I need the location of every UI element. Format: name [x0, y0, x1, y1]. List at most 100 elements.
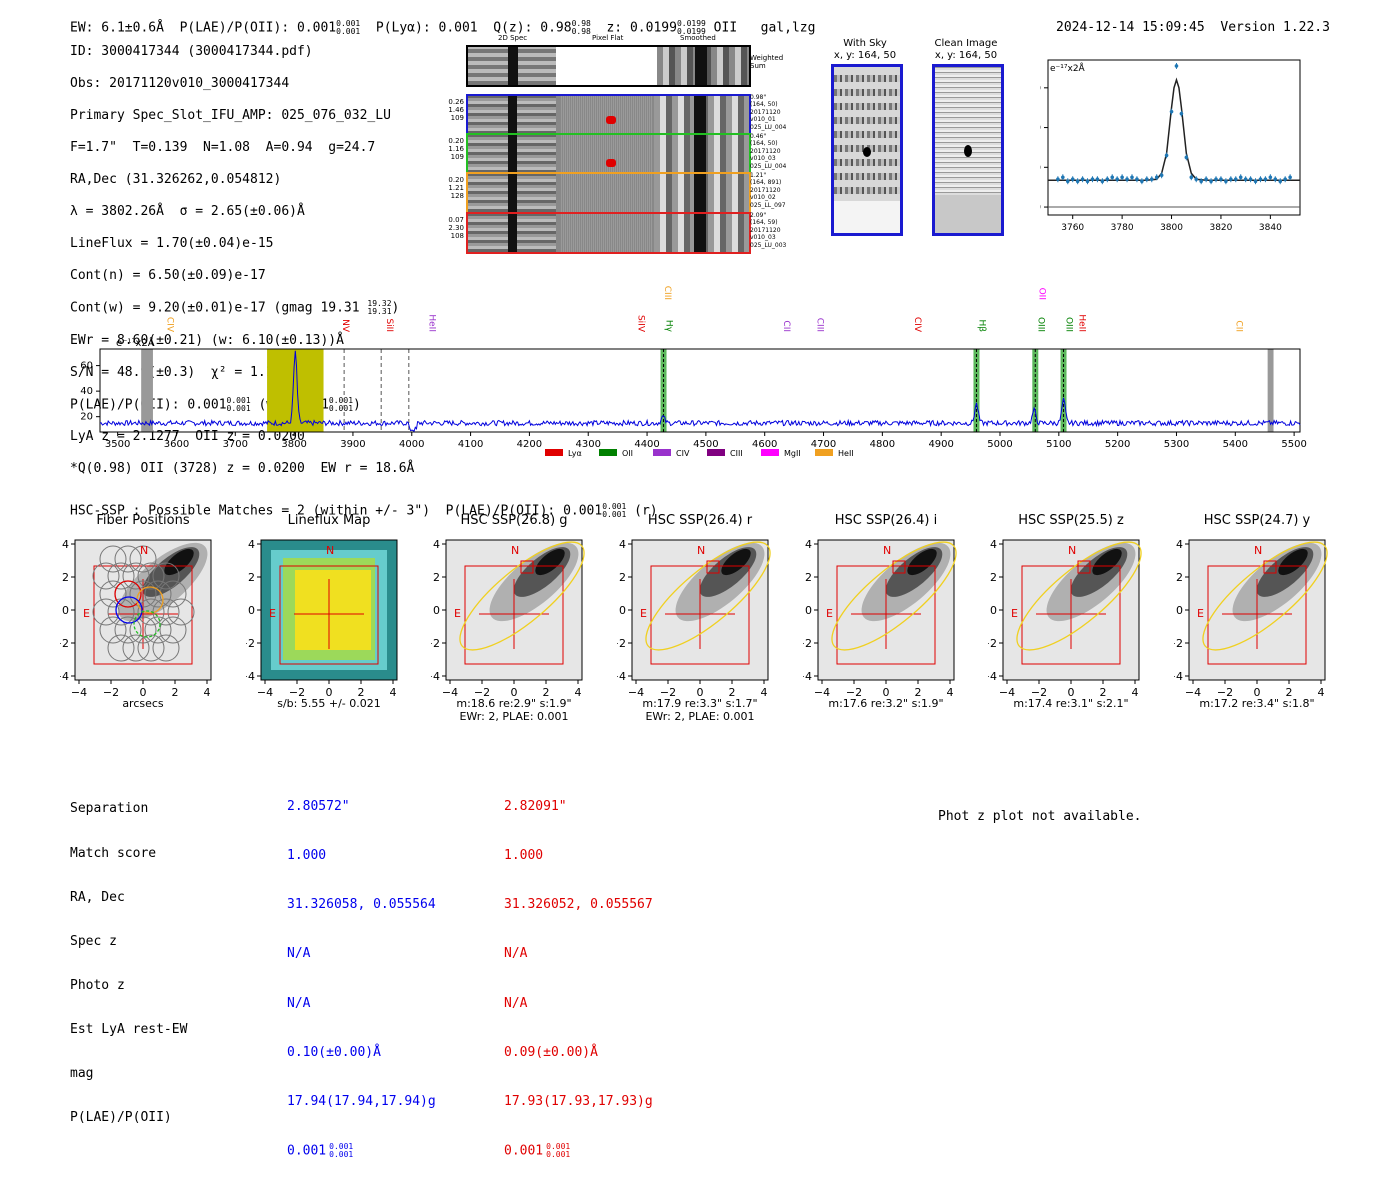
hsc-panel: Lineflux Map N E 4 −4 2 −2 0 0 −2 2 −4 4 s/b: 5.55 +/…: [246, 512, 421, 727]
red-mag: 17.93(17.93,17.93)g: [504, 1094, 653, 1110]
north-label: N: [140, 544, 148, 557]
hsc-panel: Fiber Positions N E 4 −4 2 −2 0 0 −2 2 −4 4 arcsecs: [60, 512, 235, 727]
spec2d-panel: 2D Spec Pixel Flat Smoothed Weighted Sum…: [440, 32, 800, 257]
hsc-ytick-label: 4: [433, 538, 440, 551]
legend-swatch: [653, 449, 671, 456]
north-label: N: [1068, 544, 1076, 557]
fit-data-point: [1061, 175, 1065, 180]
spectrum-marker-label: OIII: [1064, 317, 1074, 332]
header-right: 2024-12-14 15:09:45 Version 1.22.3: [1056, 4, 1330, 36]
spec-row-strip: [466, 94, 751, 136]
fit-data-point: [1189, 175, 1194, 180]
red-score: 1.000: [504, 848, 544, 864]
hsc-ytick-label: 0: [805, 604, 812, 617]
header-plya: P(Lyα): 0.001: [375, 20, 478, 36]
red-ew: 0.09(±0.00)Å: [504, 1044, 598, 1060]
east-label: E: [1011, 607, 1018, 620]
fit-data-point: [1204, 177, 1208, 182]
hsc-xtick-label: 2: [543, 686, 550, 699]
red-separation: 2.82091": [504, 798, 567, 814]
hsc-cutout-image: N E 4 −4 2 −2 0 0 −2 2 −4 4: [1174, 538, 1328, 699]
hsc-xtick-label: −4: [71, 686, 87, 699]
spectrum-marker-label: CII: [781, 320, 791, 332]
spec2d-col-pixelflat: Pixel Flat: [592, 34, 624, 42]
spectrum-marker-label: HeII: [426, 314, 436, 332]
spectrum-marker-label: CIII: [815, 318, 825, 332]
hsc-panel-caption: m:17.2 re:3.4" s:1.8": [1199, 697, 1315, 710]
spec-row-stats: 0.20 1.16 109: [448, 137, 464, 161]
fit-data-point: [1105, 177, 1110, 182]
fit-data-point: [1229, 177, 1233, 182]
fit-data-point: [1070, 177, 1075, 182]
red-plae: 0.001 0.001 0.001: [504, 1142, 571, 1160]
hsc-cutout-image: N E 4 −4 2 −2 0 0 −2 2 −4 4: [246, 538, 398, 699]
spectrum-xtick-label: 3900: [340, 439, 365, 450]
hsc-ytick-label: −4: [431, 670, 440, 683]
fit-data-point: [1125, 177, 1129, 182]
hsc-xtick-label: 2: [172, 686, 179, 699]
red-radec: 31.326052, 0.055567: [504, 897, 653, 913]
fit-data-point: [1263, 177, 1268, 182]
fit-data-point: [1273, 177, 1278, 182]
legend-label: MgII: [784, 449, 801, 458]
blue-ew: 0.10(±0.00)Å: [287, 1044, 381, 1060]
hsc-ytick-label: 4: [805, 538, 812, 551]
hsc-xtick-label: 4: [390, 686, 397, 699]
hsc-cutout-image: N E 4 −4 2 −2 0 0 −2 2 −4 4: [803, 538, 957, 699]
hsc-xtick-label: −2: [474, 686, 490, 699]
hsc-xtick-label: −4: [814, 686, 830, 699]
hsc-ytick-label: 0: [1176, 604, 1183, 617]
fit-data-point: [1110, 175, 1115, 180]
label-plae: P(LAE)/P(OII): [70, 1110, 172, 1126]
hsc-panel-caption: m:18.6 re:2.9" s:1.9": [456, 697, 572, 710]
hsc-panel-title: HSC SSP(26.8) g: [460, 513, 568, 528]
hsc-xtick-label: −2: [1031, 686, 1047, 699]
hsc-panel-title: Lineflux Map: [287, 513, 371, 528]
spectrum-marker-label: OII: [1036, 288, 1046, 300]
hsc-panel-caption: m:17.4 re:3.1" s:2.1": [1013, 697, 1129, 710]
fit-data-point: [1120, 175, 1124, 180]
clean-image-title: Clean Image x, y: 164, 50: [934, 38, 998, 61]
spectrum-mask-band: [141, 349, 153, 432]
line-fit-frame: [1047, 59, 1301, 216]
legend-label: HeII: [838, 449, 854, 458]
clean-image-cutout: [932, 64, 1004, 236]
spec-row-info: 1.21" (164, 891) 20171120 v010_02 025_LL_097: [750, 172, 786, 209]
fit-data-point: [1159, 173, 1164, 178]
fit-ytick-label: 20: [1040, 163, 1041, 173]
red-photoz: N/A: [504, 995, 528, 1011]
hsc-ytick-label: −4: [803, 670, 812, 683]
east-label: E: [83, 607, 90, 620]
spectrum-marker-label: CIII: [662, 286, 672, 300]
spectrum-frame: [99, 348, 1301, 433]
east-label: E: [269, 607, 276, 620]
hsc-ytick-label: 0: [619, 604, 626, 617]
header-z: z: 0.0199: [606, 20, 677, 36]
fit-data-point: [1219, 177, 1223, 182]
fit-data-point: [1268, 175, 1273, 180]
spec-row-strip: [466, 212, 751, 254]
fit-data-point: [1184, 155, 1189, 160]
fit-data-point: [1085, 179, 1090, 184]
spectrum-marker-label: OIII: [1035, 317, 1045, 332]
fit-data-point: [1233, 177, 1238, 182]
spectrum-marker-label: NV: [340, 319, 350, 333]
hsc-title: HSC-SSP : Possible Matches = 2 (within +…: [70, 502, 658, 519]
info-ewr: EWr = 8.60(±0.21) (w: 6.10(±0.13))Å: [70, 332, 344, 348]
header-qz: Q(z): 0.98: [493, 20, 572, 36]
fit-ytick-label: 40: [1040, 124, 1041, 134]
fit-data-point: [1278, 179, 1283, 184]
hsc-xtick-label: −2: [846, 686, 862, 699]
fit-data-point: [1209, 179, 1213, 184]
fit-data-point: [1243, 177, 1248, 182]
hsc-xtick-label: 4: [1318, 686, 1325, 699]
with-sky-title: With Sky x, y: 164, 50: [833, 38, 897, 61]
fit-data-point: [1174, 64, 1179, 68]
hsc-ytick-label: 2: [990, 571, 997, 584]
hsc-ytick-label: −2: [988, 637, 997, 650]
blue-specz: N/A: [287, 946, 311, 962]
hsc-ytick-label: 4: [248, 538, 255, 551]
spectrum-marker-label: Hγ: [664, 320, 674, 333]
hsc-ytick-label: 0: [248, 604, 255, 617]
